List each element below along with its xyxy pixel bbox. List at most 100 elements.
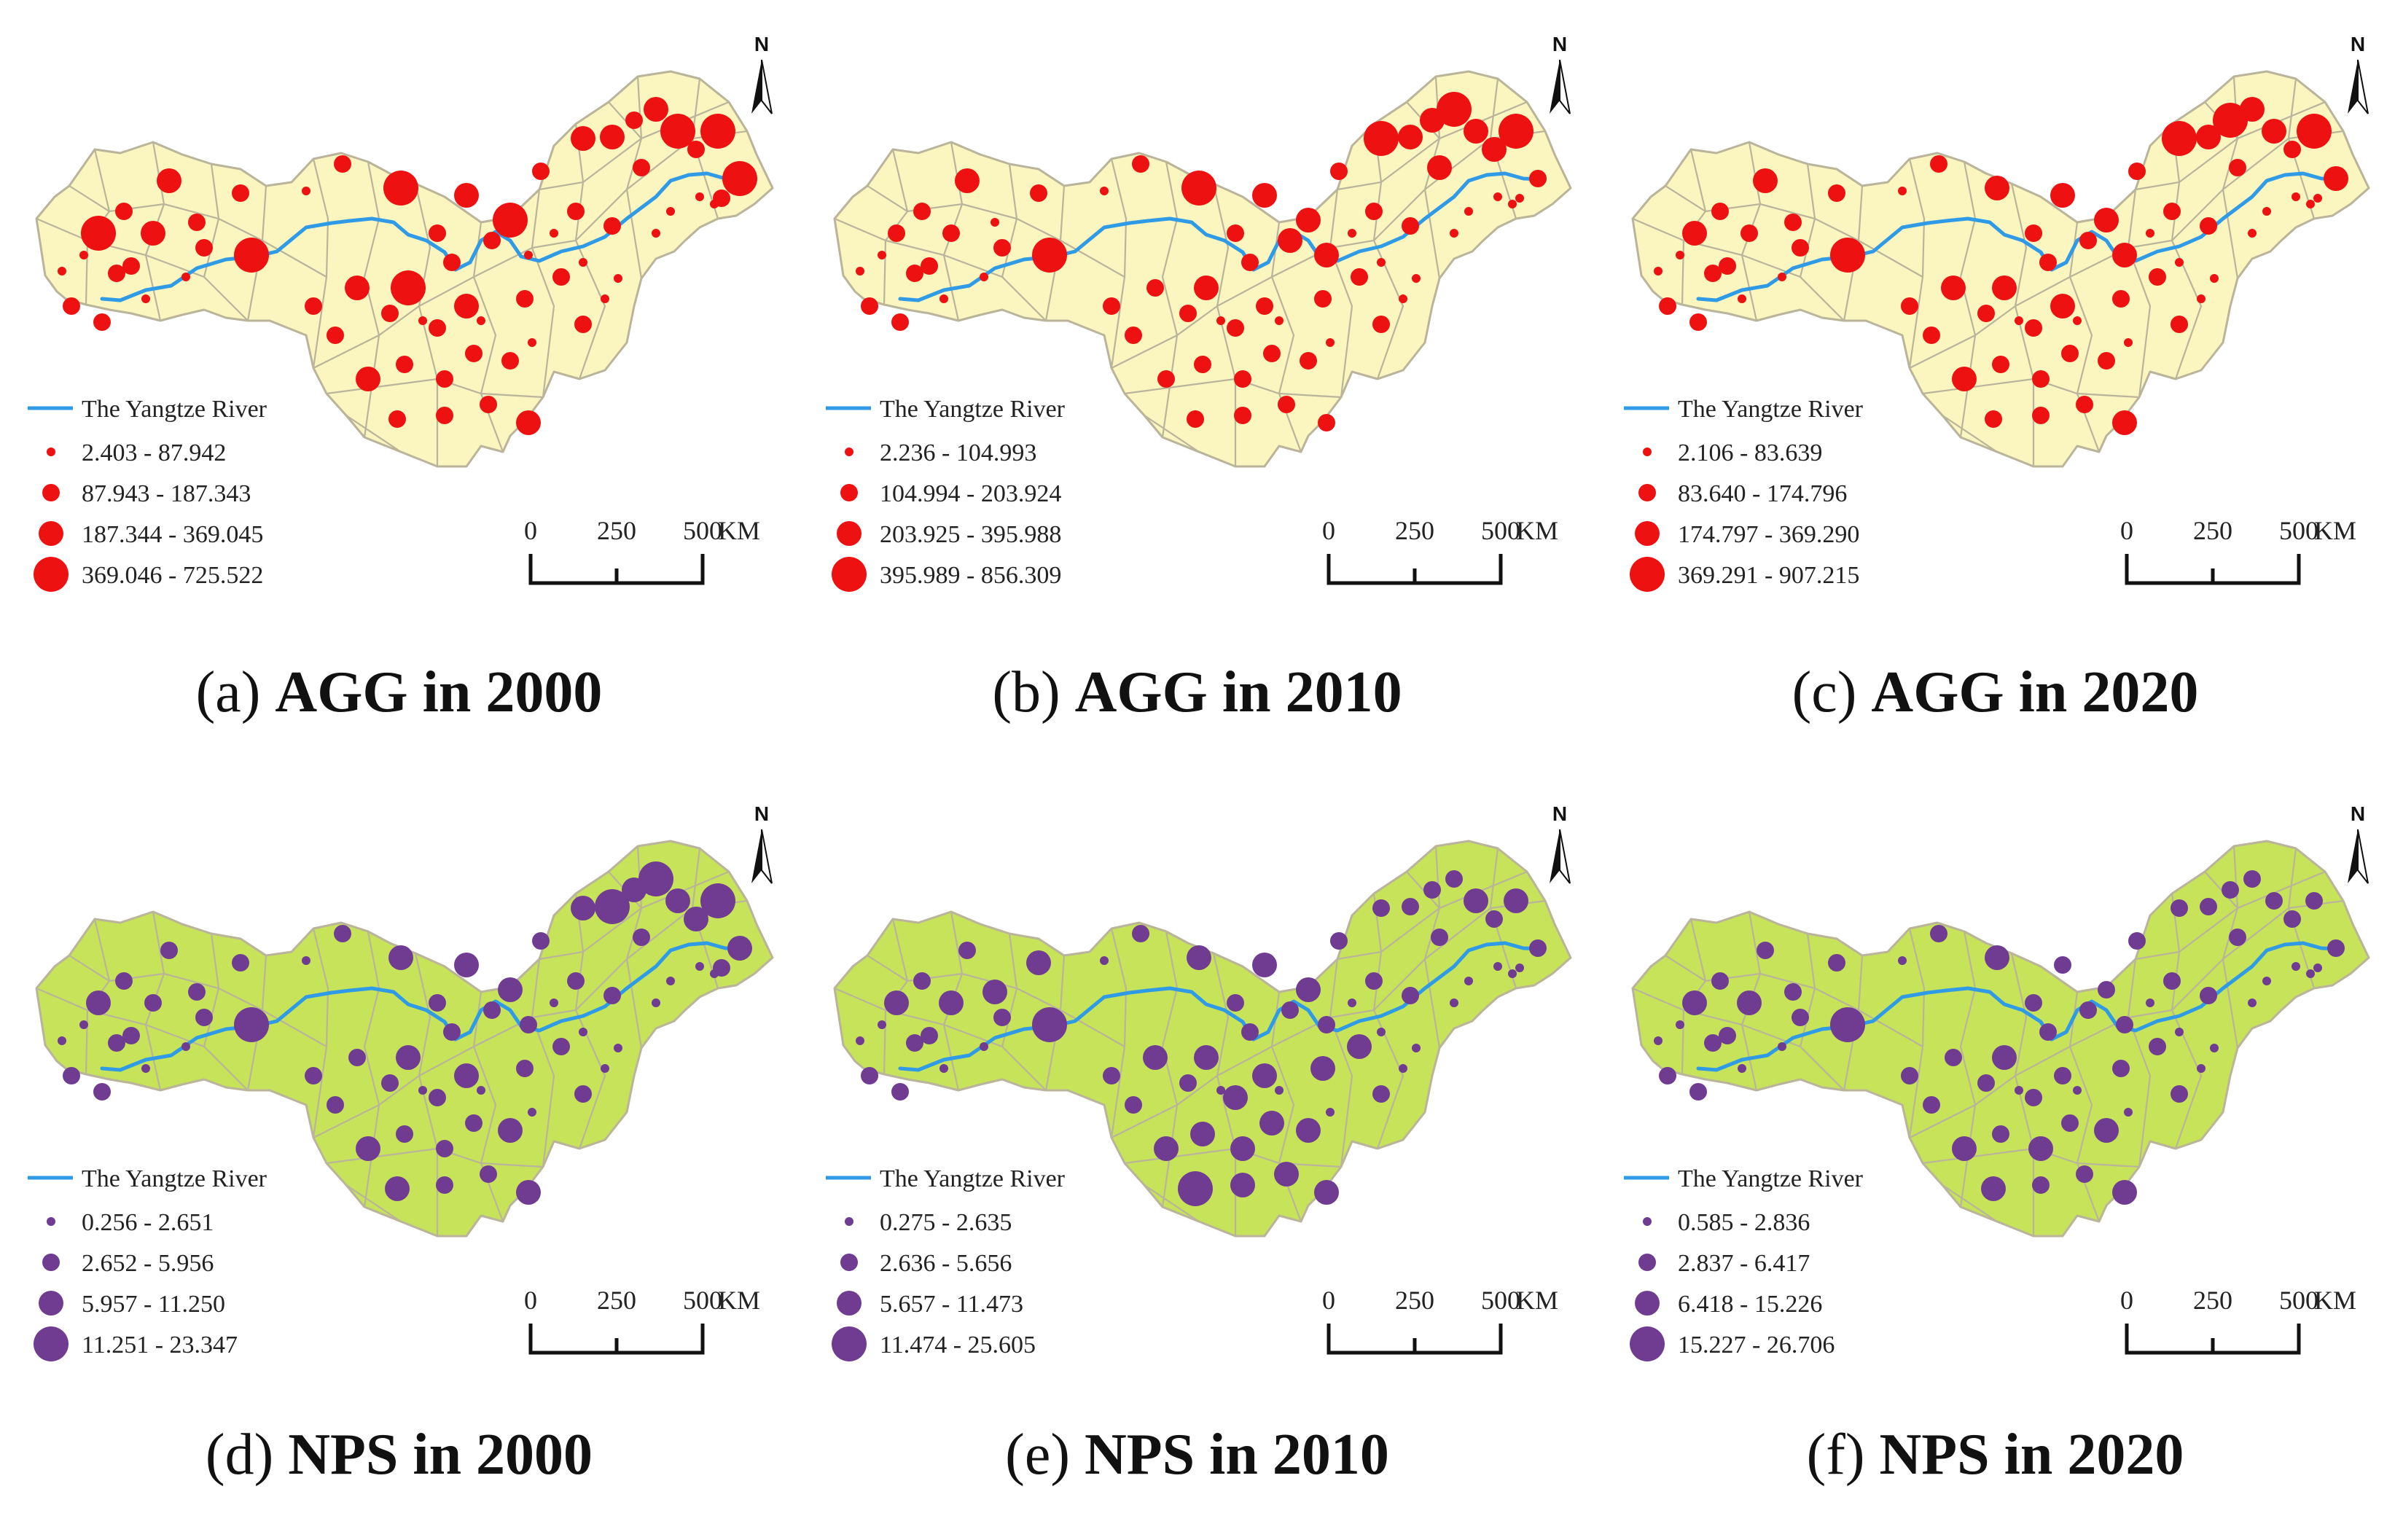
bubble-marker <box>58 267 66 275</box>
bubble-marker <box>2200 987 2217 1004</box>
caption-title: AGG in 2010 <box>1074 660 1402 724</box>
legend-label-2: 83.640 - 174.796 <box>1678 480 1847 507</box>
panel-caption-b: (b) AGG in 2010 <box>992 660 1402 724</box>
legend-symbol-4 <box>832 1326 867 1361</box>
bubble-marker <box>2265 892 2283 910</box>
bubble-marker <box>722 161 757 196</box>
legend-symbol-1 <box>845 1217 853 1226</box>
svg-text:N: N <box>2351 33 2365 55</box>
bubble-marker <box>483 232 501 249</box>
bubble-marker <box>1296 977 1321 1002</box>
bubble-marker <box>2213 103 2248 138</box>
bubble-marker <box>991 218 999 227</box>
bubble-marker <box>665 888 690 913</box>
bubble-marker <box>2025 224 2042 242</box>
bubble-marker <box>480 396 497 413</box>
bubble-marker <box>1981 1176 2006 1201</box>
bubble-marker <box>429 224 446 242</box>
bubble-marker <box>1930 925 1947 942</box>
bubble-marker <box>1508 200 1517 208</box>
legend-label-1: 0.275 - 2.635 <box>880 1209 1012 1236</box>
svg-text:250: 250 <box>1395 516 1434 545</box>
map-panel-a: N The Yangtze River 2.403 - 87.942 87.943 -… <box>0 0 798 770</box>
bubble-marker <box>1689 313 1707 331</box>
legend-label-3: 5.957 - 11.250 <box>82 1291 225 1318</box>
bubble-marker <box>63 1067 80 1084</box>
bubble-marker <box>700 114 735 149</box>
study-region <box>1631 840 2370 1238</box>
bubble-marker <box>595 889 630 924</box>
bubble-marker <box>942 224 960 242</box>
bubble-marker <box>1310 1056 1335 1081</box>
svg-text:KM: KM <box>2314 516 2356 545</box>
bubble-marker <box>1100 187 1109 195</box>
caption-letter: d <box>224 1423 254 1487</box>
bubble-marker <box>891 313 909 331</box>
bubble-marker <box>305 297 322 315</box>
legend-river-label: The Yangtze River <box>1678 396 1864 423</box>
map-panel-f: N The Yangtze River 0.585 - 2.836 2.837 - 6… <box>1596 770 2394 1539</box>
bubble-marker <box>1901 1067 1918 1084</box>
legend-river-label: The Yangtze River <box>880 1165 1066 1192</box>
svg-text:500: 500 <box>1481 1286 1520 1315</box>
bubble-marker <box>958 942 976 959</box>
bubble-marker <box>1274 1162 1299 1187</box>
svg-text:0: 0 <box>1322 1286 1335 1315</box>
bubble-marker <box>1738 1064 1746 1073</box>
bubble-marker <box>2229 929 2246 946</box>
bubble-marker <box>884 990 909 1015</box>
bubble-marker <box>2149 1038 2166 1055</box>
bubble-layer <box>856 870 1547 1206</box>
legend-symbol-2 <box>1638 484 1656 501</box>
bubble-marker <box>1499 114 1533 149</box>
bubble-marker <box>195 1009 213 1026</box>
bubble-marker <box>2171 316 2188 333</box>
bubble-marker <box>601 294 609 303</box>
bubble-marker <box>2128 932 2146 950</box>
bubble-marker <box>1230 1173 1255 1197</box>
bubble-marker <box>1132 155 1149 173</box>
bubble-marker <box>63 297 80 315</box>
bubble-marker <box>528 338 536 347</box>
study-region <box>35 70 774 468</box>
legend: The Yangtze River 0.256 - 2.651 2.652 - 5.… <box>28 1165 267 1361</box>
bubble-marker <box>652 998 660 1007</box>
bubble-marker <box>454 183 479 208</box>
legend-symbol-3 <box>1635 1291 1660 1316</box>
bubble-marker <box>480 1165 497 1183</box>
legend-label-3: 187.344 - 369.045 <box>82 521 263 548</box>
legend: The Yangtze River 2.106 - 83.639 83.640 - … <box>1624 396 1864 592</box>
bubble-marker <box>1241 254 1259 271</box>
svg-text:250: 250 <box>597 516 636 545</box>
bubble-marker <box>579 258 587 267</box>
bubble-marker <box>454 953 479 977</box>
svg-text:0: 0 <box>2120 1286 2133 1315</box>
bubble-marker <box>2146 998 2154 1007</box>
bubble-marker <box>1529 170 1547 187</box>
bubble-marker <box>1372 899 1390 917</box>
bubble-marker <box>1103 297 1120 315</box>
bubble-marker <box>550 229 558 238</box>
legend-symbol-3 <box>39 1291 63 1316</box>
bubble-marker <box>418 1086 427 1095</box>
bubble-marker <box>2210 1044 2219 1052</box>
study-region <box>833 840 1572 1238</box>
bubble-marker <box>1365 972 1383 990</box>
caption-title: NPS in 2000 <box>288 1423 593 1487</box>
north-arrow-icon: N <box>751 33 773 114</box>
caption-title: AGG in 2020 <box>1871 660 2199 724</box>
bubble-marker <box>2313 194 2322 203</box>
bubble-marker <box>2305 892 2323 910</box>
bubble-marker <box>1377 1028 1386 1036</box>
bubble-marker <box>625 112 643 129</box>
bubble-marker <box>921 1027 938 1044</box>
svg-text:KM: KM <box>718 516 760 545</box>
bubble-marker <box>2292 192 2300 201</box>
caption-letter: f <box>1826 1423 1845 1487</box>
bubble-marker <box>1992 1125 2009 1143</box>
bubble-marker <box>385 1176 410 1201</box>
bubble-marker <box>2222 881 2239 899</box>
study-region <box>833 70 1572 468</box>
bubble-marker <box>1194 1045 1219 1070</box>
